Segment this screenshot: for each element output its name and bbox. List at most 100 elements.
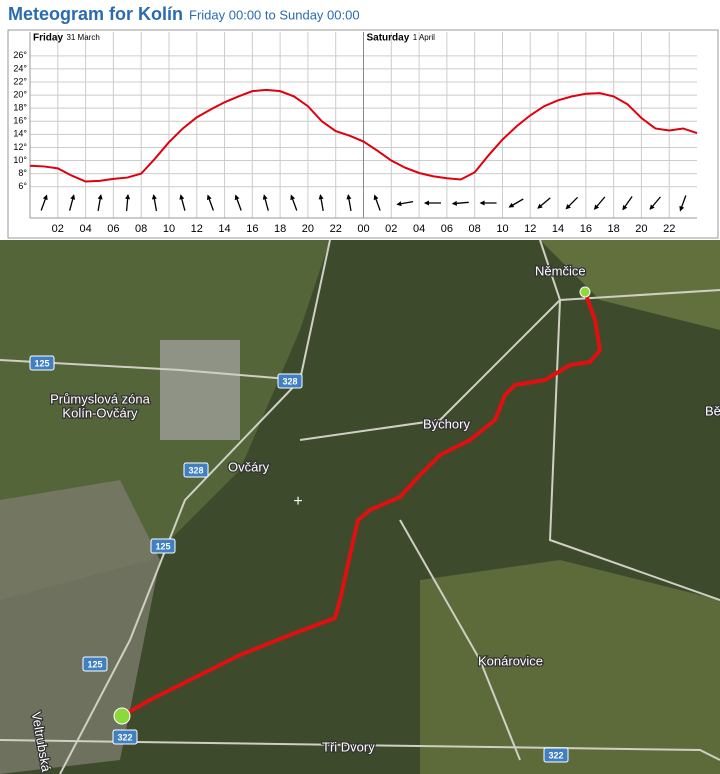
x-tick-label: 18 — [274, 223, 286, 235]
wind-arrow — [649, 196, 661, 210]
road-number: 125 — [155, 541, 170, 551]
x-tick-label: 14 — [552, 223, 564, 235]
date-label: 1 April — [413, 33, 435, 42]
wind-head — [179, 194, 185, 200]
wind-head — [593, 204, 600, 210]
road-number: 125 — [87, 659, 102, 669]
wind-arrow — [396, 200, 414, 207]
wind-head — [206, 194, 212, 201]
place-label: Bě — [705, 403, 720, 418]
title: Meteogram for Kolín — [8, 4, 183, 24]
y-tick-label: 22° — [13, 76, 27, 86]
day-label: Saturday — [367, 33, 410, 44]
wind-head — [679, 205, 685, 212]
road-shield — [543, 747, 569, 763]
wind-arrow — [125, 194, 131, 212]
route-start[interactable] — [113, 707, 131, 725]
wind-head — [537, 203, 543, 209]
wind-head — [70, 194, 76, 200]
wind-head — [234, 194, 240, 201]
x-tick-label: 02 — [52, 223, 64, 235]
road-shield — [112, 729, 138, 745]
wind-head — [290, 194, 296, 201]
fields — [420, 560, 720, 774]
wind-head — [151, 194, 157, 200]
x-tick-label: 14 — [218, 223, 230, 235]
cursor: + — [293, 493, 302, 510]
x-tick-label: 04 — [79, 223, 91, 235]
y-tick-label: 12° — [13, 142, 27, 152]
x-tick-label: 04 — [413, 223, 425, 235]
x-tick-label: 12 — [524, 223, 536, 235]
place-label: Průmyslová zóna — [50, 391, 150, 406]
industrial-zone — [160, 340, 240, 440]
place-label: Konárovice — [478, 653, 543, 668]
wind-arrow — [373, 194, 381, 211]
road-number: 328 — [188, 465, 203, 475]
town — [0, 480, 160, 774]
fields — [540, 240, 720, 330]
wind-arrow — [537, 197, 551, 209]
wind-arrow — [318, 194, 324, 211]
wind-head — [97, 194, 103, 200]
wind-head — [479, 200, 485, 206]
wind-head — [318, 194, 324, 200]
wind-arrow — [508, 198, 524, 208]
wind-arrow — [290, 194, 298, 211]
wind-arrow — [97, 194, 103, 211]
wind-arrow — [479, 200, 497, 206]
y-tick-label: 6° — [18, 181, 27, 191]
road-shield — [277, 373, 303, 389]
x-tick-label: 16 — [580, 223, 592, 235]
x-tick-label: 18 — [608, 223, 620, 235]
y-tick-label: 24° — [13, 63, 27, 73]
wind-head — [396, 201, 402, 207]
road-shield — [29, 355, 55, 371]
x-tick-label: 02 — [385, 223, 397, 235]
wind-arrow — [234, 194, 242, 211]
y-tick-label: 20° — [13, 89, 27, 99]
x-tick-label: 20 — [302, 223, 314, 235]
road-shield — [82, 656, 108, 672]
wind-arrow — [346, 194, 352, 211]
x-tick-label: 22 — [663, 223, 675, 235]
wind-arrow — [593, 196, 606, 210]
road-shield — [150, 538, 176, 554]
road-number: 322 — [117, 732, 132, 742]
wind-arrow — [179, 194, 186, 211]
wind-head — [262, 194, 268, 200]
wind-arrow — [206, 194, 214, 211]
x-tick-label: 00 — [357, 223, 369, 235]
road-number: 328 — [282, 376, 297, 386]
road-number: 125 — [34, 358, 49, 368]
wind-head — [373, 194, 379, 201]
x-tick-label: 12 — [191, 223, 203, 235]
road-number: 322 — [548, 750, 563, 760]
place-label: Býchory — [423, 416, 470, 431]
map[interactable]: Němčice Průmyslová zóna Kolín-Ovčáry Býc… — [0, 239, 720, 774]
x-tick-label: 10 — [496, 223, 508, 235]
wind-arrow — [151, 194, 158, 211]
y-tick-label: 14° — [13, 129, 27, 139]
roads — [0, 239, 720, 774]
wind-head — [42, 194, 48, 201]
x-tick-label: 22 — [330, 223, 342, 235]
y-tick-label: 18° — [13, 103, 27, 113]
place-label: Němčice — [535, 263, 586, 278]
wind-head — [125, 194, 131, 200]
wind-arrow — [451, 200, 469, 206]
wind-head — [622, 204, 628, 211]
y-tick-label: 10° — [13, 155, 27, 165]
route-end[interactable] — [579, 286, 591, 298]
x-tick-label: 10 — [163, 223, 175, 235]
wind-arrow — [40, 194, 48, 211]
wind-arrow — [262, 194, 269, 211]
x-tick-label: 20 — [635, 223, 647, 235]
wind-head — [508, 202, 515, 208]
route — [121, 291, 602, 718]
temperature-line — [29, 88, 698, 183]
place-label: Kolín-Ovčáry — [62, 405, 138, 420]
x-tick-label: 08 — [135, 223, 147, 235]
x-tick-label: 06 — [441, 223, 453, 235]
